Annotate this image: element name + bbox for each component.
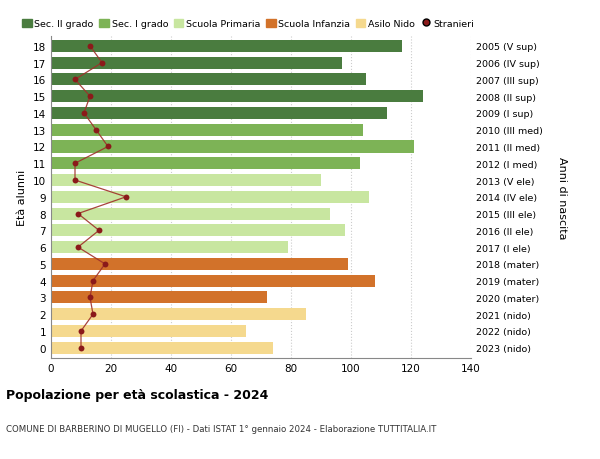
Bar	[51, 208, 330, 220]
Bar	[51, 41, 402, 53]
Bar	[51, 191, 369, 203]
Bar	[51, 325, 246, 337]
Bar	[51, 174, 321, 187]
Bar	[51, 225, 345, 237]
Point	[76, 344, 86, 352]
Bar	[51, 57, 342, 69]
Bar	[51, 141, 414, 153]
Bar	[51, 342, 273, 354]
Point	[88, 311, 98, 318]
Point	[70, 160, 80, 168]
Point	[100, 261, 110, 268]
Bar	[51, 124, 363, 136]
Point	[121, 194, 131, 201]
Point	[85, 294, 95, 302]
Point	[91, 127, 101, 134]
Point	[73, 210, 83, 218]
Y-axis label: Anni di nascita: Anni di nascita	[557, 156, 566, 239]
Text: COMUNE DI BARBERINO DI MUGELLO (FI) - Dati ISTAT 1° gennaio 2024 - Elaborazione : COMUNE DI BARBERINO DI MUGELLO (FI) - Da…	[6, 425, 436, 434]
Point	[76, 328, 86, 335]
Point	[70, 77, 80, 84]
Bar	[51, 241, 288, 253]
Point	[73, 244, 83, 251]
Point	[97, 60, 107, 67]
Point	[85, 93, 95, 101]
Bar	[51, 308, 306, 320]
Bar	[51, 258, 348, 270]
Bar	[51, 292, 267, 304]
Bar	[51, 275, 375, 287]
Bar	[51, 74, 366, 86]
Bar	[51, 108, 387, 120]
Bar	[51, 91, 423, 103]
Bar	[51, 158, 360, 170]
Legend: Sec. II grado, Sec. I grado, Scuola Primaria, Scuola Infanzia, Asilo Nido, Stran: Sec. II grado, Sec. I grado, Scuola Prim…	[22, 20, 474, 29]
Point	[79, 110, 89, 118]
Point	[70, 177, 80, 185]
Text: Popolazione per età scolastica - 2024: Popolazione per età scolastica - 2024	[6, 388, 268, 401]
Y-axis label: Età alunni: Età alunni	[17, 169, 28, 225]
Point	[103, 144, 113, 151]
Point	[88, 277, 98, 285]
Point	[85, 43, 95, 50]
Point	[94, 227, 104, 235]
